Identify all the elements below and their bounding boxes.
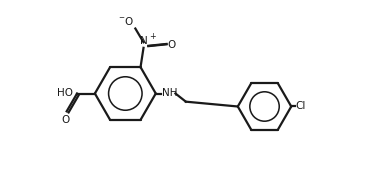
Text: O: O xyxy=(168,40,176,50)
Text: Cl: Cl xyxy=(296,102,306,111)
Text: N: N xyxy=(140,36,147,46)
Text: HO: HO xyxy=(57,88,73,99)
Text: O: O xyxy=(61,115,69,125)
Text: $^{-}$O: $^{-}$O xyxy=(118,15,134,27)
Text: NH: NH xyxy=(162,88,178,99)
Text: +: + xyxy=(149,32,155,41)
